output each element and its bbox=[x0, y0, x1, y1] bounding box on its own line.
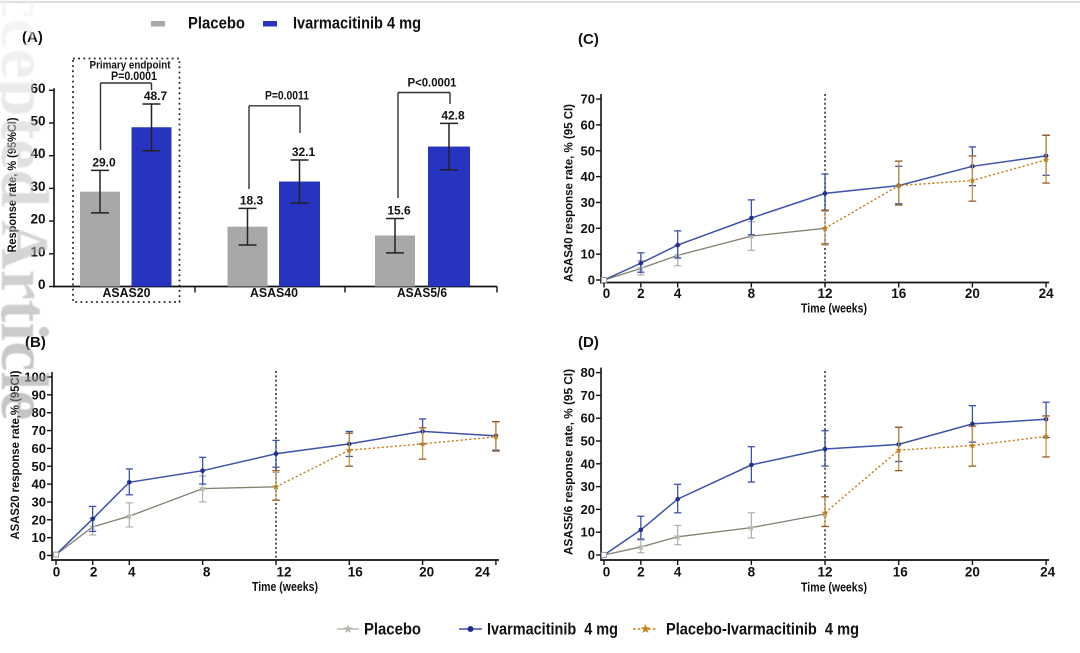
svg-text:Time (weeks): Time (weeks) bbox=[801, 581, 867, 595]
svg-text:24: 24 bbox=[1040, 565, 1056, 580]
svg-text:30: 30 bbox=[581, 195, 595, 210]
svg-text:ASAS40: ASAS40 bbox=[250, 286, 298, 300]
svg-text:90: 90 bbox=[32, 387, 46, 402]
svg-text:70: 70 bbox=[581, 92, 595, 107]
svg-text:48.7: 48.7 bbox=[144, 89, 168, 103]
svg-text:30: 30 bbox=[30, 179, 45, 194]
svg-text:2: 2 bbox=[637, 286, 645, 301]
svg-text:2: 2 bbox=[637, 565, 645, 580]
svg-text:80: 80 bbox=[581, 365, 595, 380]
svg-text:8: 8 bbox=[748, 565, 756, 580]
svg-text:20: 20 bbox=[965, 286, 980, 301]
svg-text:ASAS20: ASAS20 bbox=[103, 286, 151, 300]
svg-text:10: 10 bbox=[30, 244, 45, 259]
svg-text:18.3: 18.3 bbox=[240, 193, 264, 207]
svg-text:12: 12 bbox=[818, 286, 833, 301]
svg-text:20: 20 bbox=[581, 221, 595, 236]
svg-text:60: 60 bbox=[581, 411, 595, 426]
svg-text:50: 50 bbox=[581, 434, 595, 449]
svg-text:15.6: 15.6 bbox=[387, 203, 411, 217]
svg-text:20: 20 bbox=[965, 565, 980, 580]
svg-text:P=0.0011: P=0.0011 bbox=[265, 89, 309, 103]
svg-text:P<0.0001: P<0.0001 bbox=[408, 76, 457, 90]
svg-text:50: 50 bbox=[581, 143, 595, 158]
svg-text:50: 50 bbox=[30, 114, 45, 129]
svg-text:70: 70 bbox=[32, 423, 46, 438]
svg-text:ASAS5/6 response rate, % (95 C: ASAS5/6 response rate, % (95 CI) bbox=[564, 369, 576, 555]
svg-text:70: 70 bbox=[581, 388, 595, 403]
svg-text:Time (weeks): Time (weeks) bbox=[252, 580, 318, 594]
svg-text:12: 12 bbox=[276, 565, 291, 580]
svg-text:0: 0 bbox=[53, 565, 61, 580]
svg-text:20: 20 bbox=[32, 512, 46, 527]
svg-text:Placebo-Ivarmacitinib 4 mg: Placebo-Ivarmacitinib 4 mg bbox=[666, 621, 859, 639]
svg-text:4: 4 bbox=[674, 286, 682, 301]
svg-text:16: 16 bbox=[891, 286, 907, 301]
svg-text:0: 0 bbox=[603, 565, 611, 580]
svg-text:0: 0 bbox=[588, 548, 595, 563]
svg-text:20: 20 bbox=[30, 212, 45, 227]
svg-text:(A): (A) bbox=[22, 29, 43, 46]
svg-text:8: 8 bbox=[748, 286, 756, 301]
svg-text:(D): (D) bbox=[578, 334, 599, 351]
svg-text:ASAS40 response rate, % (95 CI: ASAS40 response rate, % (95 CI) bbox=[564, 104, 576, 282]
svg-text:Primary endpoint: Primary endpoint bbox=[90, 60, 171, 72]
svg-text:12: 12 bbox=[818, 565, 833, 580]
svg-text:40: 40 bbox=[581, 456, 595, 471]
svg-text:ASAS5/6: ASAS5/6 bbox=[397, 286, 447, 300]
svg-text:2: 2 bbox=[90, 565, 98, 580]
svg-text:100: 100 bbox=[24, 370, 46, 385]
svg-text:0: 0 bbox=[39, 548, 46, 563]
svg-text:4: 4 bbox=[674, 565, 682, 580]
svg-text:60: 60 bbox=[30, 81, 45, 96]
svg-text:Accepted Article: Accepted Article bbox=[0, 0, 63, 420]
svg-text:P=0.0001: P=0.0001 bbox=[111, 69, 157, 83]
svg-text:24: 24 bbox=[1039, 286, 1055, 301]
svg-text:Placebo: Placebo bbox=[188, 15, 245, 33]
svg-text:20: 20 bbox=[581, 502, 595, 517]
svg-text:0: 0 bbox=[38, 277, 46, 292]
svg-text:16: 16 bbox=[893, 565, 909, 580]
svg-text:40: 40 bbox=[581, 169, 595, 184]
svg-text:(C): (C) bbox=[578, 31, 599, 48]
svg-text:10: 10 bbox=[32, 530, 46, 545]
svg-text:ASAS20 response rate,% (95CI): ASAS20 response rate,% (95CI) bbox=[10, 370, 22, 539]
svg-text:Ivarmacitinib 4 mg: Ivarmacitinib 4 mg bbox=[293, 15, 421, 33]
svg-text:29.0: 29.0 bbox=[92, 155, 116, 169]
svg-text:80: 80 bbox=[32, 405, 46, 420]
svg-text:0: 0 bbox=[603, 286, 611, 301]
svg-text:Response rate, % (95%CI): Response rate, % (95%CI) bbox=[7, 117, 19, 252]
svg-text:60: 60 bbox=[32, 441, 46, 456]
svg-text:30: 30 bbox=[32, 494, 46, 509]
svg-text:4: 4 bbox=[128, 565, 136, 580]
svg-text:42.8: 42.8 bbox=[441, 108, 465, 122]
svg-text:32.1: 32.1 bbox=[292, 145, 316, 159]
svg-text:60: 60 bbox=[581, 117, 595, 132]
svg-text:16: 16 bbox=[348, 565, 364, 580]
svg-text:(B): (B) bbox=[25, 334, 46, 351]
svg-text:40: 40 bbox=[32, 477, 46, 492]
svg-text:24: 24 bbox=[475, 565, 491, 580]
svg-text:30: 30 bbox=[581, 479, 595, 494]
svg-text:20: 20 bbox=[419, 565, 434, 580]
svg-text:Time (weeks): Time (weeks) bbox=[801, 302, 867, 316]
svg-text:10: 10 bbox=[581, 525, 595, 540]
svg-text:8: 8 bbox=[203, 565, 211, 580]
svg-text:0: 0 bbox=[588, 273, 595, 288]
svg-text:50: 50 bbox=[32, 459, 46, 474]
svg-text:10: 10 bbox=[581, 247, 595, 262]
svg-text:40: 40 bbox=[30, 146, 45, 161]
svg-text:Placebo: Placebo bbox=[364, 621, 421, 639]
svg-text:Ivarmacitinib 4 mg: Ivarmacitinib 4 mg bbox=[487, 621, 618, 639]
